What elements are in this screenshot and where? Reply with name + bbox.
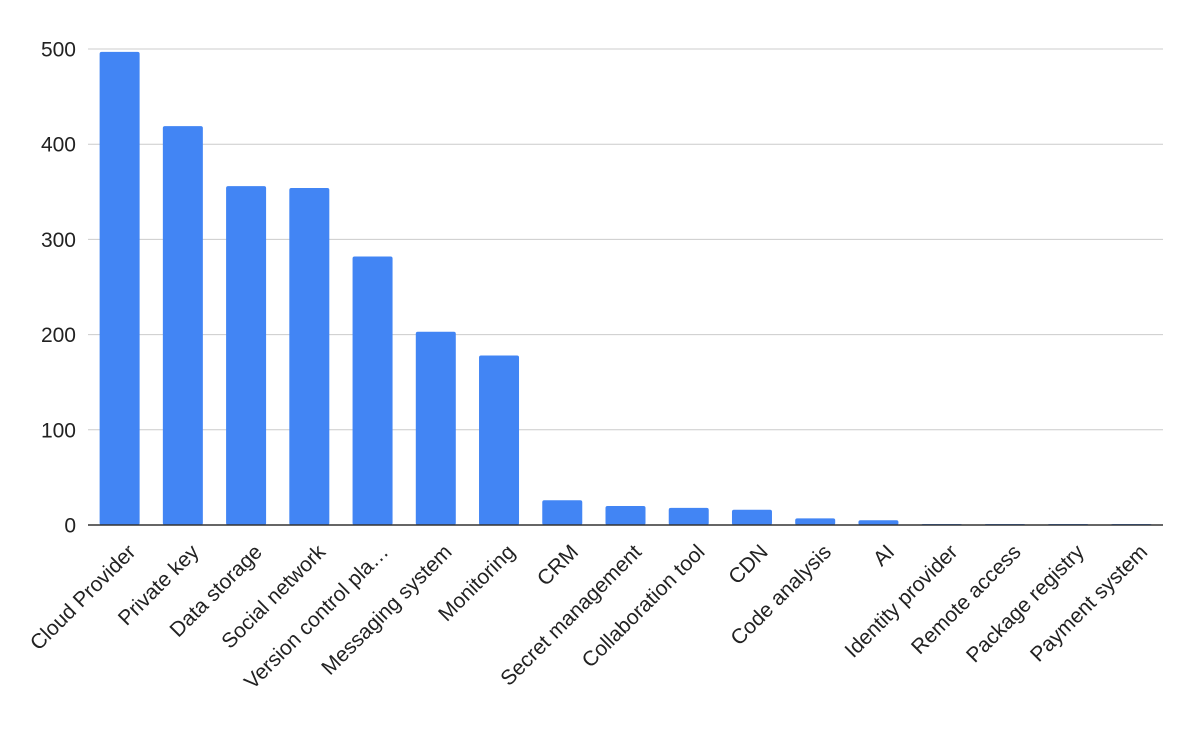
bar-12 (858, 520, 899, 525)
bar-11 (795, 518, 836, 525)
x-tick-label: Identity provider (840, 540, 962, 662)
bars (99, 51, 1152, 526)
x-tick-label: Package registry (962, 540, 1089, 667)
y-axis: 0 100 200 300 400 500 (41, 39, 76, 538)
bar-6 (479, 355, 520, 525)
bar-9 (668, 507, 709, 525)
y-tick-label: 100 (41, 419, 76, 442)
x-tick-label: Payment system (1026, 540, 1152, 666)
bar-4 (352, 256, 393, 525)
bar-0 (99, 51, 140, 526)
y-tick-label: 0 (64, 515, 76, 538)
bar-7 (542, 500, 583, 525)
y-tick-label: 200 (41, 324, 76, 347)
x-tick-label: Remote access (907, 540, 1026, 659)
bar-2 (226, 186, 267, 525)
bar-10 (731, 509, 772, 525)
bar-3 (289, 187, 330, 525)
y-tick-label: 500 (41, 39, 76, 62)
x-tick-label: Cloud Provider (26, 540, 140, 654)
bar-1 (162, 126, 203, 525)
x-tick-label: Collaboration tool (578, 540, 710, 672)
x-tick-label: AI (869, 540, 899, 570)
bar-5 (415, 331, 456, 525)
gridlines (88, 48, 1163, 431)
bar-8 (605, 505, 646, 525)
y-tick-label: 300 (41, 229, 76, 252)
y-tick-label: 400 (41, 134, 76, 157)
x-tick-label: CDN (724, 540, 772, 588)
x-tick-label: CRM (533, 540, 583, 590)
